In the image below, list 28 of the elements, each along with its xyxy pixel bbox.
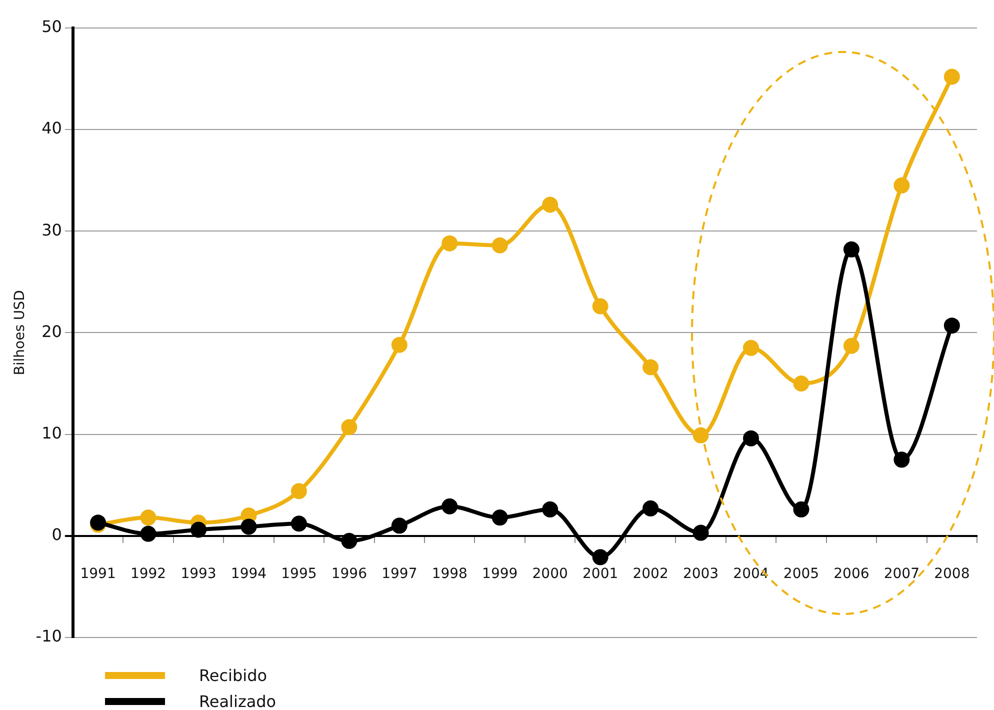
x-tick-label: 1996 (331, 566, 368, 582)
legend-label: Recibido (199, 666, 268, 684)
x-tick-label: 1999 (482, 566, 518, 582)
x-tick-label: 1993 (180, 566, 216, 582)
y-axis-title: Bilhoes USD (12, 290, 28, 376)
y-tick-label: -10 (36, 626, 62, 646)
y-tick-label: 30 (42, 220, 62, 240)
x-tick-label: 2003 (682, 566, 719, 582)
x-tick-label: 2007 (884, 566, 920, 582)
x-tick-label: 1991 (80, 566, 116, 582)
x-tick-label: 1998 (432, 566, 468, 582)
x-tick-label: 2002 (632, 566, 668, 582)
x-tick-label: 2008 (934, 566, 970, 582)
x-tick-label: 2001 (582, 566, 618, 582)
x-tick-label: 1994 (230, 566, 267, 582)
x-tick-label: 1992 (130, 566, 166, 582)
x-tick-label: 2000 (532, 566, 568, 582)
x-tick-label: 2006 (834, 566, 870, 582)
legend-label: Realizado (199, 692, 276, 710)
x-tick-label: 2004 (733, 566, 769, 582)
y-tick-label: 0 (52, 524, 62, 544)
y-tick-label: 50 (42, 17, 62, 36)
y-tick-label: 10 (42, 423, 62, 442)
x-tick-label: 1997 (382, 566, 418, 582)
y-tick-label: 20 (42, 322, 62, 341)
x-tick-label: 2005 (783, 566, 820, 582)
x-tick-label: 1995 (281, 566, 317, 582)
y-tick-label: 40 (42, 118, 62, 138)
